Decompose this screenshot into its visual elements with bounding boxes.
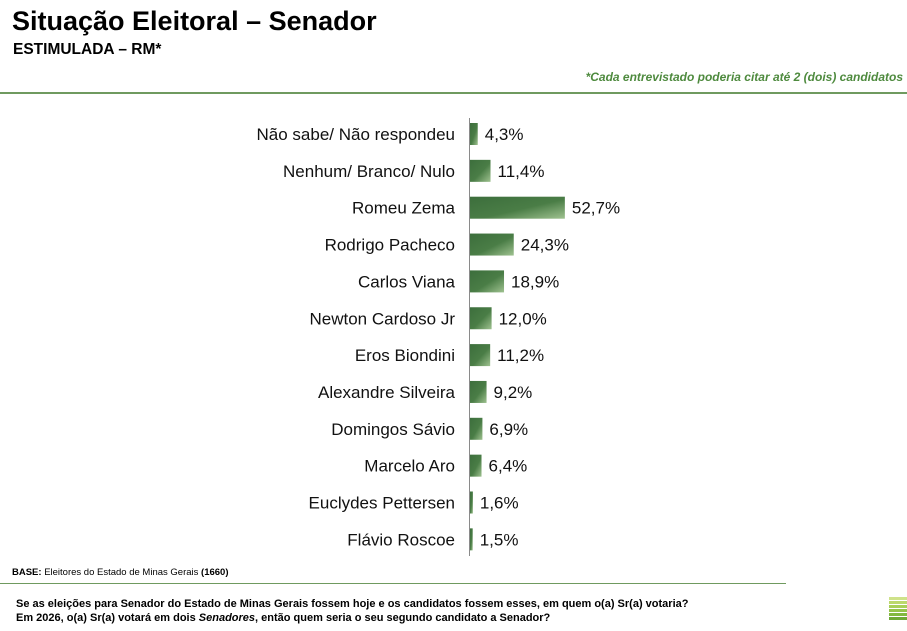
page-title: Situação Eleitoral – Senador — [12, 6, 377, 36]
logo-stripe — [889, 601, 907, 604]
data-label: 52,7% — [572, 199, 620, 218]
bar — [470, 528, 473, 551]
category-label: Marcelo Aro — [364, 457, 455, 476]
data-label: 6,4% — [489, 457, 528, 476]
category-label: Rodrigo Pacheco — [325, 236, 455, 255]
category-label: Eros Biondini — [355, 346, 455, 365]
logo-stripe — [889, 613, 907, 616]
data-label: 9,2% — [494, 383, 533, 402]
logo-stripe — [889, 617, 907, 620]
bar — [470, 307, 492, 330]
question-emphasis: Senadores — [198, 612, 256, 624]
bar — [470, 491, 473, 514]
survey-question: Se as eleições para Senador do Estado de… — [16, 597, 688, 625]
question-line-1: Se as eleições para Senador do Estado de… — [16, 598, 689, 610]
data-label: 6,9% — [489, 420, 528, 439]
bar — [470, 123, 478, 145]
base-text: Eleitores do Estado de Minas Gerais — [44, 567, 199, 578]
category-label: Flávio Roscoe — [347, 530, 455, 549]
question-text-end: , então quem seria o seu segundo candida… — [255, 612, 551, 624]
question-line-2: Em 2026, o(a) Sr(a) votará em dois Senad… — [16, 611, 688, 625]
category-label: Newton Cardoso Jr — [309, 309, 455, 328]
base-label: BASE: — [12, 567, 42, 578]
bar — [470, 196, 565, 219]
data-label: 11,4% — [498, 162, 545, 181]
page-subtitle: ESTIMULADA – RM* — [13, 41, 162, 58]
data-label: 12,0% — [499, 309, 547, 328]
footer-divider — [0, 583, 786, 584]
category-label: Romeu Zema — [352, 199, 456, 218]
bar — [470, 159, 491, 182]
category-label: Euclydes Pettersen — [309, 494, 455, 513]
footnote-multiple-choice: *Cada entrevistado poderia citar até 2 (… — [585, 70, 903, 84]
logo-stripe — [889, 597, 907, 600]
sample-base-note: BASE: Eleitores do Estado de Minas Gerai… — [12, 567, 229, 578]
bar — [470, 380, 487, 403]
brand-logo — [889, 597, 907, 621]
data-label: 24,3% — [521, 236, 569, 255]
logo-stripe — [889, 609, 907, 612]
data-label: 1,5% — [480, 530, 519, 549]
question-text: Em 2026, o(a) Sr(a) votará em dois — [16, 612, 199, 624]
category-label: Alexandre Silveira — [318, 383, 456, 402]
data-label: 11,2% — [497, 346, 544, 365]
bar — [470, 270, 505, 293]
category-label: Domingos Sávio — [331, 420, 455, 439]
data-label: 4,3% — [485, 125, 524, 144]
header-divider — [0, 92, 907, 94]
bar — [470, 417, 483, 440]
bar — [470, 233, 514, 256]
data-label: 18,9% — [511, 272, 559, 291]
bar — [470, 344, 491, 367]
bar — [470, 454, 482, 477]
base-sample-size: (1660) — [201, 567, 229, 578]
data-label: 1,6% — [480, 494, 519, 513]
category-label: Carlos Viana — [358, 272, 456, 291]
category-label: Nenhum/ Branco/ Nulo — [283, 162, 455, 181]
category-label: Não sabe/ Não respondeu — [257, 125, 455, 144]
logo-stripe — [889, 605, 907, 608]
